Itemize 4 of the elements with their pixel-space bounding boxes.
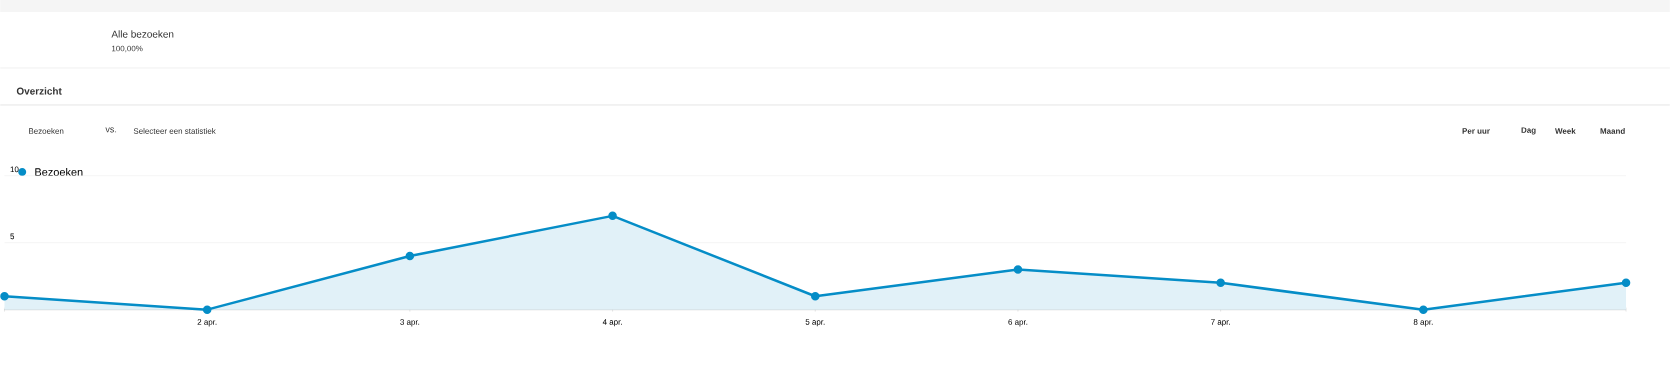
text: Alle bezoeken <box>111 30 174 38</box>
text: vs. <box>105 127 117 133</box>
text: Overzicht <box>16 87 62 95</box>
legend-label: Bezoeken <box>35 167 83 177</box>
